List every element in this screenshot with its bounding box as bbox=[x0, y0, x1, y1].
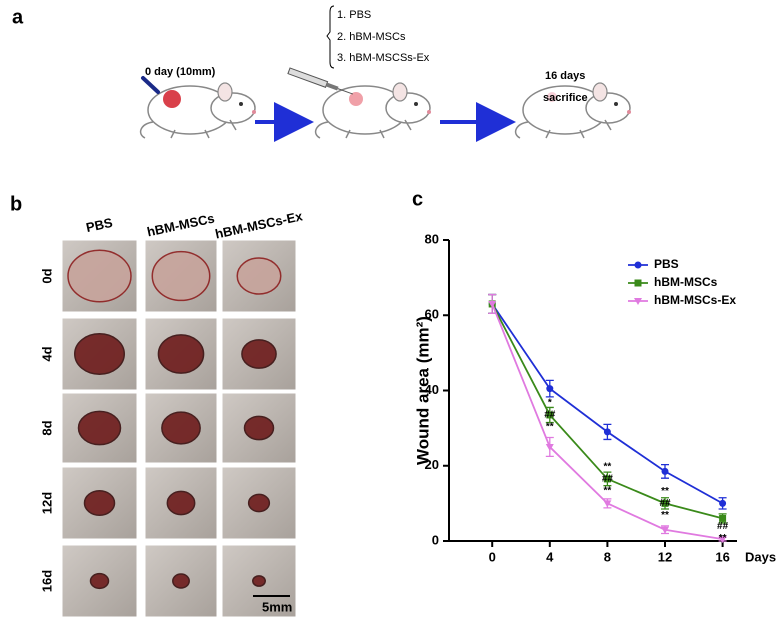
x-axis-label: Days bbox=[745, 549, 776, 564]
significance-label: ## bbox=[602, 474, 614, 485]
row-label: 4d bbox=[39, 346, 54, 361]
row-label: 0d bbox=[39, 268, 54, 283]
column-header: hBM-MSCs bbox=[146, 210, 216, 239]
marker bbox=[634, 298, 642, 305]
x-tick-label: 16 bbox=[715, 549, 729, 564]
panel-label: b bbox=[10, 193, 22, 215]
wound bbox=[247, 493, 271, 513]
marker bbox=[661, 467, 669, 475]
scale-bar-label: 5mm bbox=[262, 599, 292, 614]
marker bbox=[718, 536, 727, 544]
row-label: 16d bbox=[39, 570, 54, 592]
marker bbox=[634, 279, 642, 287]
treatment: 2. hBM-MSCs bbox=[337, 31, 406, 43]
marker bbox=[719, 514, 727, 522]
y-tick-label: 80 bbox=[425, 231, 439, 246]
marker bbox=[603, 428, 611, 436]
marker bbox=[546, 385, 554, 393]
marker bbox=[546, 411, 554, 419]
wound bbox=[89, 572, 110, 590]
significance-label: ** bbox=[604, 462, 612, 473]
wound bbox=[161, 411, 201, 445]
wound bbox=[172, 573, 190, 589]
row-label: 12d bbox=[39, 492, 54, 514]
column-header: hBM-MSCs-Ex bbox=[214, 208, 305, 241]
wound bbox=[67, 249, 132, 303]
row-label: 8d bbox=[39, 420, 54, 435]
marker bbox=[603, 475, 611, 483]
schematic-label: 16 days bbox=[545, 70, 585, 82]
wound bbox=[241, 339, 277, 369]
significance-label: ** bbox=[604, 486, 612, 497]
marker bbox=[634, 261, 642, 269]
x-tick-label: 8 bbox=[604, 549, 611, 564]
marker bbox=[545, 443, 554, 451]
marker bbox=[661, 499, 669, 507]
legend-label: hBM-MSCs-Ex bbox=[654, 293, 736, 307]
wound bbox=[77, 410, 122, 446]
y-tick-label: 40 bbox=[425, 382, 439, 397]
significance-label: ** bbox=[661, 510, 669, 521]
y-tick-label: 60 bbox=[425, 307, 439, 322]
y-tick-label: 0 bbox=[432, 532, 439, 547]
wound bbox=[243, 415, 275, 441]
schematic bbox=[141, 5, 631, 142]
wound bbox=[157, 334, 205, 374]
significance-label: ** bbox=[719, 533, 727, 544]
schematic-label: sacrifice bbox=[543, 92, 588, 104]
wound bbox=[166, 490, 196, 516]
column-header: PBS bbox=[85, 215, 115, 235]
significance-label: ## bbox=[717, 521, 729, 532]
panel-label: a bbox=[12, 6, 24, 28]
marker bbox=[603, 500, 612, 508]
x-tick-label: 12 bbox=[658, 549, 672, 564]
legend-label: PBS bbox=[654, 257, 679, 271]
y-tick-label: 20 bbox=[425, 457, 439, 472]
schematic-label: 0 day (10mm) bbox=[145, 66, 216, 78]
marker bbox=[719, 499, 727, 507]
significance-label: ** bbox=[661, 486, 669, 497]
legend-label: hBM-MSCs bbox=[654, 275, 718, 289]
marker bbox=[661, 526, 669, 534]
significance-label: ** bbox=[546, 422, 554, 433]
significance-label: ## bbox=[544, 410, 556, 421]
x-tick-label: 0 bbox=[489, 549, 496, 564]
treatment: 1. PBS bbox=[337, 9, 371, 21]
wound bbox=[151, 250, 211, 302]
significance-label: * bbox=[548, 398, 552, 409]
y-axis-label: Wound area (mm²) bbox=[413, 316, 432, 465]
treatment: 3. hBM-MSCSs-Ex bbox=[337, 52, 430, 64]
wound bbox=[83, 490, 116, 516]
wound bbox=[74, 333, 125, 375]
x-tick-label: 4 bbox=[546, 549, 554, 564]
panel-label: c bbox=[412, 188, 423, 210]
wound bbox=[236, 257, 282, 295]
wound bbox=[252, 575, 266, 587]
marker bbox=[488, 300, 497, 308]
significance-label: ## bbox=[659, 498, 671, 509]
